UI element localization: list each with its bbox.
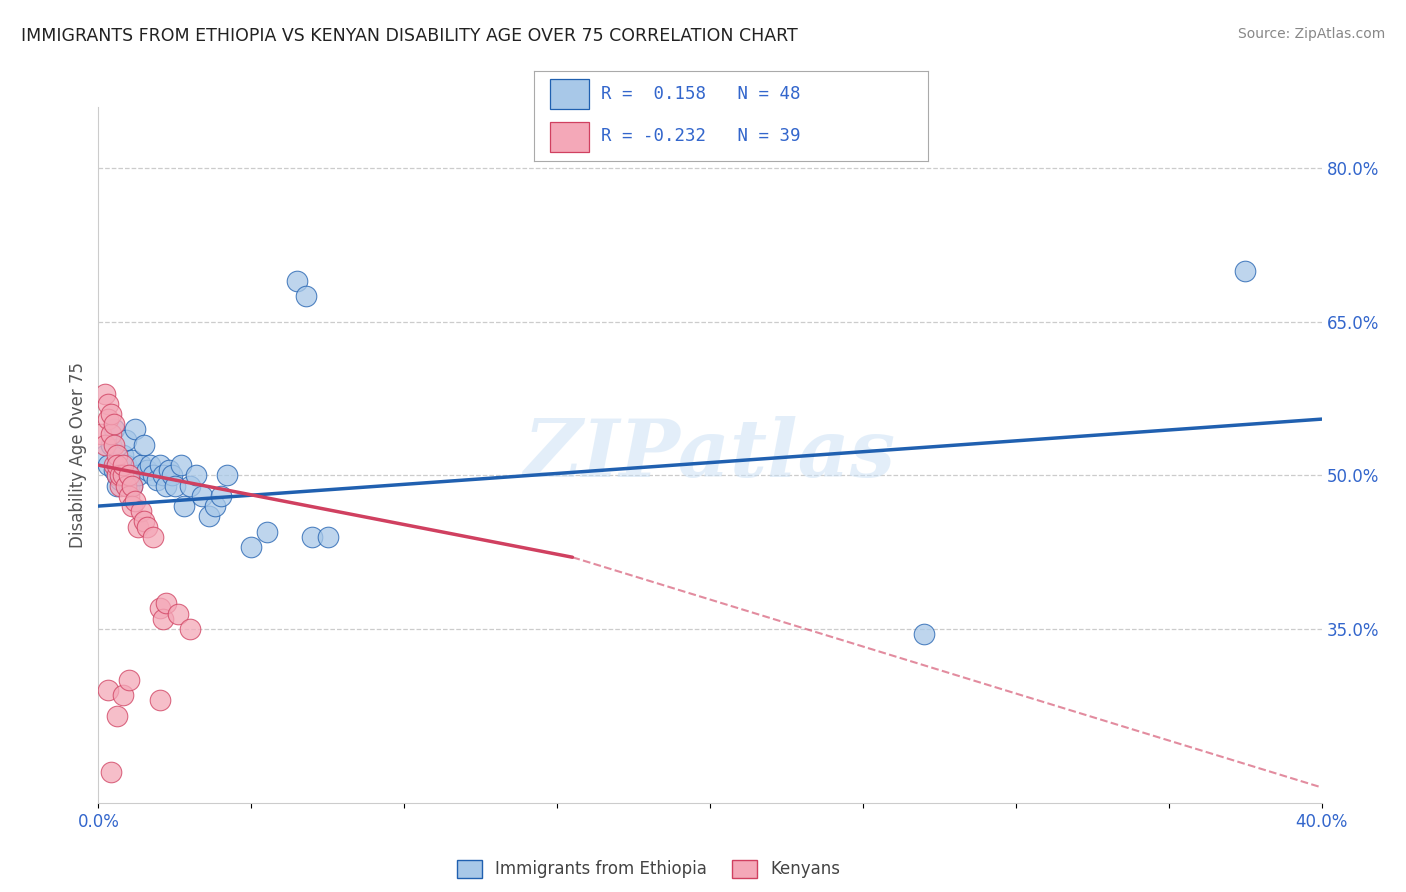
Point (118, 489, 141, 503)
Point (108, 478, 131, 492)
Point (103, 438, 125, 452)
Point (118, 468, 141, 483)
Point (121, 499, 143, 513)
Point (134, 438, 156, 452)
Point (129, 458, 152, 472)
Point (93, 438, 115, 452)
Point (103, 458, 125, 472)
Point (152, 612, 174, 626)
Point (115, 478, 138, 492)
Point (142, 468, 165, 483)
Text: ZIPatlas: ZIPatlas (524, 417, 896, 493)
Point (115, 458, 138, 472)
Point (97, 458, 120, 472)
Point (97, 412, 120, 426)
Point (103, 422, 125, 436)
Point (127, 519, 149, 533)
Point (105, 458, 128, 472)
Point (121, 453, 143, 467)
Point (152, 468, 174, 483)
Point (93, 448, 115, 462)
Point (111, 458, 134, 472)
Point (129, 504, 152, 518)
Point (163, 478, 186, 492)
FancyBboxPatch shape (550, 79, 589, 109)
Point (139, 458, 162, 472)
Point (316, 530, 339, 544)
Point (118, 478, 141, 492)
Point (1234, 264, 1257, 278)
Point (179, 622, 201, 636)
Point (100, 427, 122, 442)
Point (170, 458, 193, 472)
Point (197, 509, 219, 524)
Point (90, 427, 112, 442)
Point (105, 468, 128, 483)
Point (191, 489, 214, 503)
Point (186, 468, 208, 483)
Point (127, 468, 149, 483)
Point (115, 433, 138, 447)
Text: R =  0.158   N = 48: R = 0.158 N = 48 (602, 85, 800, 103)
Point (111, 468, 134, 483)
Point (103, 417, 125, 432)
Point (167, 607, 190, 621)
Point (285, 274, 308, 288)
Point (103, 463, 125, 477)
Point (121, 478, 143, 492)
Point (204, 499, 226, 513)
Point (108, 468, 131, 483)
Point (97, 683, 120, 698)
Point (108, 474, 131, 488)
Point (155, 596, 177, 610)
Point (111, 468, 134, 483)
Point (100, 438, 122, 452)
Point (105, 478, 128, 492)
Point (149, 693, 172, 707)
Text: Source: ZipAtlas.com: Source: ZipAtlas.com (1237, 27, 1385, 41)
Point (912, 627, 935, 641)
Point (105, 708, 128, 723)
Point (157, 463, 180, 477)
Point (301, 530, 323, 544)
Point (136, 463, 159, 477)
Y-axis label: Disability Age Over 75: Disability Age Over 75 (69, 362, 87, 548)
Point (160, 468, 183, 483)
Point (118, 468, 141, 483)
Point (240, 540, 263, 554)
Point (155, 478, 177, 492)
Text: IMMIGRANTS FROM ETHIOPIA VS KENYAN DISABILITY AGE OVER 75 CORRELATION CHART: IMMIGRANTS FROM ETHIOPIA VS KENYAN DISAB… (21, 27, 797, 45)
Point (97, 397, 120, 411)
Point (142, 530, 165, 544)
Point (215, 468, 238, 483)
Point (93, 386, 115, 401)
Point (134, 515, 156, 529)
Point (149, 458, 172, 472)
Point (295, 289, 318, 303)
Point (108, 458, 131, 472)
Point (105, 468, 128, 483)
Point (173, 499, 195, 513)
Point (118, 673, 141, 687)
Point (105, 448, 128, 462)
Point (256, 524, 278, 539)
Point (124, 494, 146, 508)
Point (124, 422, 146, 436)
Point (100, 407, 122, 421)
Point (100, 765, 122, 780)
Point (136, 519, 159, 533)
Point (111, 448, 134, 462)
FancyBboxPatch shape (550, 122, 589, 152)
Point (209, 489, 232, 503)
Point (145, 474, 167, 488)
Point (111, 689, 134, 703)
Point (179, 478, 201, 492)
Point (121, 478, 143, 492)
Text: R = -0.232   N = 39: R = -0.232 N = 39 (602, 128, 800, 145)
Legend: Immigrants from Ethiopia, Kenyans: Immigrants from Ethiopia, Kenyans (450, 853, 848, 885)
Point (149, 601, 172, 615)
